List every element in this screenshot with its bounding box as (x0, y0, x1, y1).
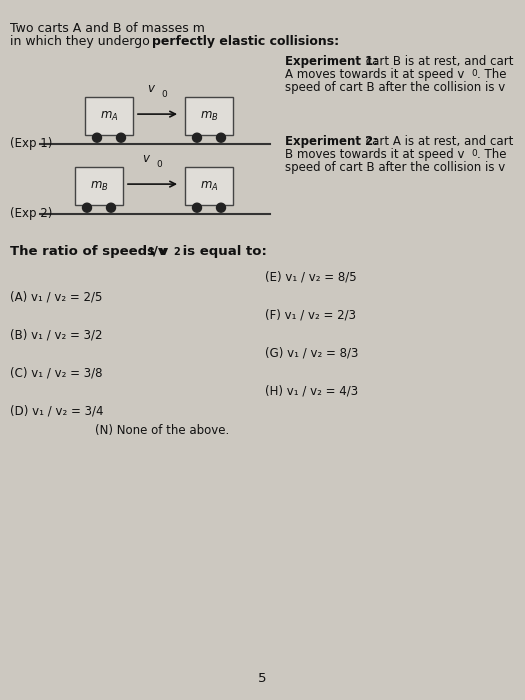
Text: perfectly elastic collisions:: perfectly elastic collisions: (152, 35, 339, 48)
Text: (Exp 2): (Exp 2) (10, 207, 52, 220)
Text: $m_B$: $m_B$ (200, 109, 218, 122)
Text: v: v (147, 82, 154, 95)
Bar (85, 97, 133, 135)
Text: (H) v₁ / v₂ = 4/3: (H) v₁ / v₂ = 4/3 (265, 385, 358, 398)
Text: (A) v₁ / v₂ = 2/5: (A) v₁ / v₂ = 2/5 (10, 290, 102, 303)
Circle shape (107, 203, 116, 212)
Text: 0: 0 (161, 90, 167, 99)
Text: B moves towards it at speed v: B moves towards it at speed v (285, 148, 465, 161)
Text: Two carts A and B of masses m: Two carts A and B of masses m (10, 22, 205, 35)
Bar (185, 167, 233, 205)
Circle shape (82, 203, 91, 212)
Text: (E) v₁ / v₂ = 8/5: (E) v₁ / v₂ = 8/5 (265, 271, 356, 284)
Circle shape (216, 203, 226, 212)
Text: $m_A$: $m_A$ (200, 179, 218, 193)
Bar (185, 97, 233, 135)
Text: in which they undergo: in which they undergo (10, 35, 154, 48)
Circle shape (216, 133, 226, 142)
Text: $m_B$: $m_B$ (90, 179, 108, 193)
Text: 5: 5 (258, 672, 266, 685)
Text: . The: . The (477, 148, 507, 161)
Text: (D) v₁ / v₂ = 3/4: (D) v₁ / v₂ = 3/4 (10, 404, 103, 417)
Text: 0: 0 (156, 160, 162, 169)
Text: 2: 2 (173, 247, 180, 257)
Text: v: v (142, 152, 149, 165)
Text: speed of cart B after the collision is v: speed of cart B after the collision is v (285, 161, 505, 174)
Text: (Exp 1): (Exp 1) (10, 137, 52, 150)
Text: (F) v₁ / v₂ = 2/3: (F) v₁ / v₂ = 2/3 (265, 309, 356, 322)
Text: speed of cart B after the collision is v: speed of cart B after the collision is v (285, 81, 505, 94)
Text: cart B is at rest, and cart: cart B is at rest, and cart (362, 55, 513, 68)
Text: Experiment 2:: Experiment 2: (285, 135, 378, 148)
Text: (N) None of the above.: (N) None of the above. (95, 424, 229, 437)
Text: 0: 0 (471, 69, 477, 78)
Text: /v: /v (153, 245, 166, 258)
Text: (B) v₁ / v₂ = 3/2: (B) v₁ / v₂ = 3/2 (10, 328, 102, 341)
Text: cart A is at rest, and cart: cart A is at rest, and cart (362, 135, 513, 148)
Text: . The: . The (477, 68, 507, 81)
Circle shape (193, 203, 202, 212)
Text: The ratio of speeds v: The ratio of speeds v (10, 245, 168, 258)
Circle shape (193, 133, 202, 142)
Circle shape (92, 133, 101, 142)
Circle shape (117, 133, 125, 142)
Text: (C) v₁ / v₂ = 3/8: (C) v₁ / v₂ = 3/8 (10, 366, 102, 379)
Text: 0: 0 (471, 149, 477, 158)
Text: is equal to:: is equal to: (178, 245, 267, 258)
Text: (G) v₁ / v₂ = 8/3: (G) v₁ / v₂ = 8/3 (265, 347, 359, 360)
Text: A moves towards it at speed v: A moves towards it at speed v (285, 68, 465, 81)
Text: $m_A$: $m_A$ (100, 109, 118, 122)
Text: Experiment 1:: Experiment 1: (285, 55, 378, 68)
Text: 1: 1 (148, 247, 155, 257)
Bar (75, 167, 123, 205)
